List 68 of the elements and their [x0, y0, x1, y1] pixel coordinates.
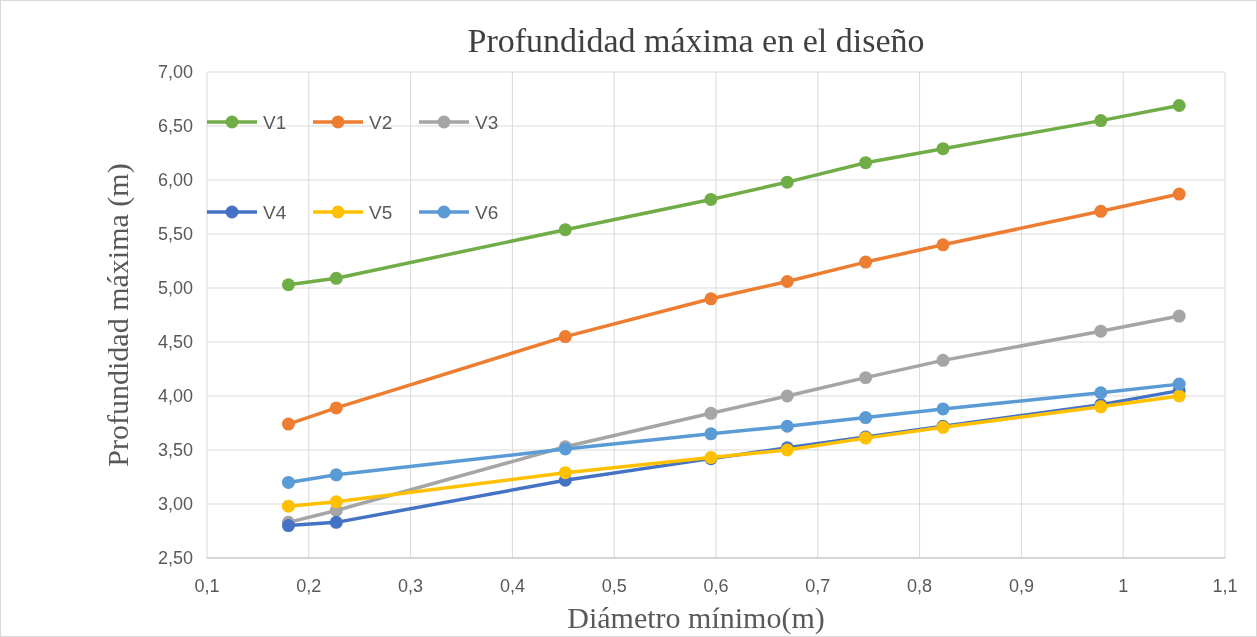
- y-axis-title: Profundidad máxima (m): [101, 163, 135, 467]
- x-tick-label: 0,9: [1008, 576, 1034, 596]
- point: [558, 223, 572, 237]
- legend-label: V2: [369, 112, 393, 133]
- point: [329, 271, 343, 285]
- x-tick-label: 0,3: [398, 576, 424, 596]
- y-tick-label: 5,50: [157, 224, 193, 244]
- point: [704, 292, 718, 306]
- point: [936, 402, 950, 416]
- x-tick-label: 1: [1118, 576, 1129, 596]
- point: [329, 515, 343, 529]
- y-tick-label: 5,00: [157, 278, 193, 298]
- y-tick-label: 4,00: [157, 386, 193, 406]
- point: [936, 238, 950, 252]
- legend-label: V6: [475, 202, 499, 223]
- legend-label: V1: [263, 112, 287, 133]
- point: [281, 475, 295, 489]
- point: [1094, 114, 1108, 128]
- y-tick-label: 6,00: [157, 170, 193, 190]
- point: [558, 466, 572, 480]
- legend-label: V5: [369, 202, 393, 223]
- point: [1172, 309, 1186, 323]
- point: [1172, 389, 1186, 403]
- point: [704, 406, 718, 420]
- y-tick-label: 3,00: [157, 494, 193, 514]
- point: [704, 427, 718, 441]
- x-tick-label: 0,1: [194, 576, 220, 596]
- point: [859, 371, 873, 385]
- point: [1172, 187, 1186, 201]
- x-tick-label: 0,2: [296, 576, 322, 596]
- y-tick-label: 2,50: [157, 548, 193, 568]
- point: [281, 499, 295, 513]
- point: [1172, 377, 1186, 391]
- x-tick-label: 0,6: [703, 576, 729, 596]
- x-tick-label: 1,1: [1212, 576, 1238, 596]
- x-axis-title: Diámetro mínimo(m): [567, 601, 825, 635]
- point: [281, 278, 295, 292]
- point: [780, 275, 794, 289]
- legend-label: V4: [263, 202, 287, 223]
- point: [780, 175, 794, 189]
- x-tick-label: 0,8: [907, 576, 933, 596]
- y-tick-label: 6,50: [157, 116, 193, 136]
- x-tick-label: 0,4: [499, 576, 525, 596]
- point: [859, 411, 873, 425]
- point: [936, 142, 950, 156]
- point: [780, 419, 794, 433]
- point: [936, 353, 950, 367]
- point: [1094, 204, 1108, 218]
- point: [1094, 386, 1108, 400]
- point: [558, 330, 572, 344]
- x-tick-label: 0,7: [805, 576, 831, 596]
- point: [1172, 98, 1186, 112]
- point: [704, 192, 718, 206]
- point: [1094, 324, 1108, 338]
- point: [780, 389, 794, 403]
- y-tick-label: 3,50: [157, 440, 193, 460]
- point: [281, 519, 295, 533]
- legend-label: V3: [475, 112, 499, 133]
- point: [281, 417, 295, 431]
- x-tick-label: 0,5: [601, 576, 627, 596]
- point: [329, 495, 343, 509]
- point: [859, 255, 873, 269]
- chart-title: Profundidad máxima en el diseño: [467, 22, 925, 59]
- point: [859, 156, 873, 170]
- point: [329, 468, 343, 482]
- y-tick-label: 7,00: [157, 62, 193, 82]
- y-tick-label: 4,50: [157, 332, 193, 352]
- point: [329, 401, 343, 415]
